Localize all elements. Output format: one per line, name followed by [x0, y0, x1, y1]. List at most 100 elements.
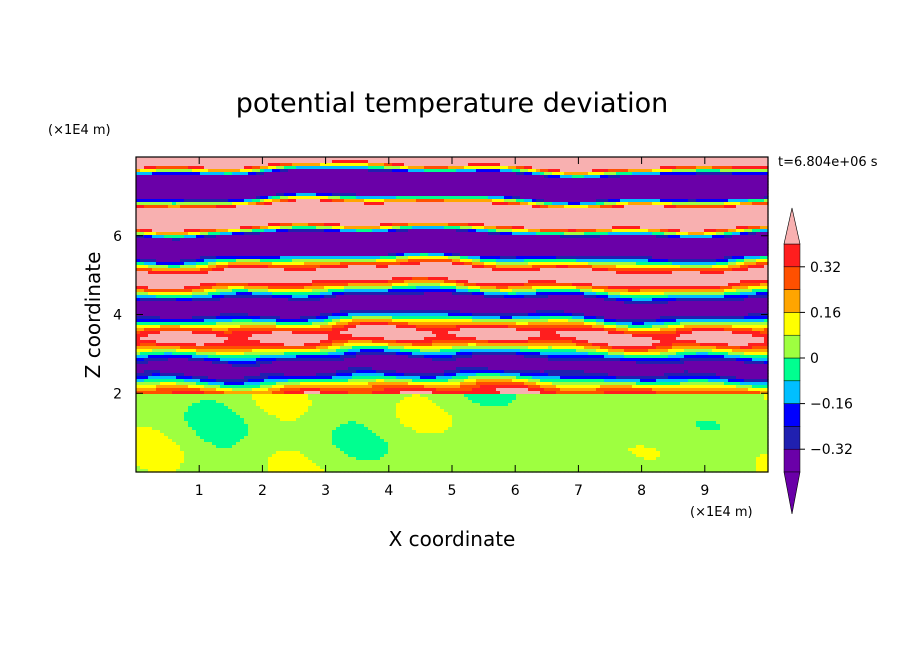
field-cell	[280, 181, 285, 185]
field-cell	[352, 166, 357, 170]
field-cell	[644, 202, 649, 206]
field-cell	[160, 199, 165, 203]
field-cell	[364, 226, 369, 230]
field-cell	[588, 190, 593, 194]
field-cell	[508, 205, 513, 209]
field-cell	[764, 187, 769, 191]
field-cell	[384, 235, 389, 239]
field-cell	[252, 232, 257, 236]
field-cell	[524, 238, 529, 242]
field-cell	[204, 199, 209, 203]
field-cell	[460, 214, 465, 218]
field-cell	[316, 211, 321, 215]
field-cell	[616, 166, 621, 170]
field-cell	[360, 193, 365, 197]
field-cell	[468, 211, 473, 215]
field-cell	[240, 166, 245, 170]
field-cell	[196, 232, 201, 236]
field-cell	[588, 247, 593, 251]
field-cell	[748, 193, 753, 197]
field-cell	[516, 157, 521, 161]
field-cell	[432, 223, 437, 227]
field-cell	[368, 238, 373, 242]
field-cell	[636, 202, 641, 206]
field-cell	[344, 232, 349, 236]
field-cell	[280, 190, 285, 194]
field-cell	[728, 178, 733, 182]
field-cell	[152, 235, 157, 239]
field-cell	[680, 214, 685, 218]
field-cell	[456, 223, 461, 227]
field-cell	[416, 247, 421, 251]
field-cell	[152, 229, 157, 233]
field-cell	[648, 184, 653, 188]
field-cell	[320, 244, 325, 248]
field-cell	[600, 178, 605, 182]
field-cell	[764, 160, 769, 164]
field-cell	[192, 238, 197, 242]
field-cell	[292, 163, 297, 167]
field-cell	[572, 232, 577, 236]
field-cell	[260, 169, 265, 173]
field-cell	[388, 190, 393, 194]
field-cell	[540, 160, 545, 164]
field-cell	[552, 157, 557, 161]
field-cell	[412, 166, 417, 170]
field-cell	[732, 220, 737, 224]
field-cell	[652, 202, 657, 206]
field-cell	[568, 208, 573, 212]
field-cell	[320, 181, 325, 185]
field-cell	[176, 178, 181, 182]
field-cell	[684, 202, 689, 206]
field-cell	[356, 205, 361, 209]
field-cell	[404, 223, 409, 227]
field-cell	[592, 160, 597, 164]
field-cell	[392, 223, 397, 227]
field-cell	[668, 169, 673, 173]
field-cell	[212, 223, 217, 227]
field-cell	[220, 193, 225, 197]
field-cell	[288, 157, 293, 161]
field-cell	[168, 196, 173, 200]
field-cell	[616, 226, 621, 230]
field-cell	[544, 223, 549, 227]
field-cell	[528, 178, 533, 182]
field-cell	[336, 190, 341, 194]
field-cell	[212, 184, 217, 188]
field-cell	[496, 238, 501, 242]
field-cell	[540, 223, 545, 227]
field-cell	[724, 181, 729, 185]
field-cell	[208, 157, 213, 161]
field-cell	[736, 205, 741, 209]
field-cell	[612, 190, 617, 194]
field-cell	[448, 235, 453, 239]
field-cell	[652, 193, 657, 197]
field-cell	[176, 223, 181, 227]
field-cell	[696, 157, 701, 161]
field-cell	[136, 247, 141, 251]
field-cell	[564, 166, 569, 170]
field-cell	[628, 187, 633, 191]
field-cell	[548, 205, 553, 209]
field-cell	[456, 217, 461, 221]
field-cell	[304, 160, 309, 164]
field-cell	[416, 211, 421, 215]
field-cell	[452, 205, 457, 209]
field-cell	[380, 223, 385, 227]
field-cell	[608, 166, 613, 170]
field-cell	[584, 223, 589, 227]
field-cell	[308, 226, 313, 230]
field-cell	[628, 223, 633, 227]
field-cell	[584, 235, 589, 239]
field-cell	[676, 214, 681, 218]
field-cell	[648, 181, 653, 185]
field-cell	[328, 220, 333, 224]
field-cell	[744, 214, 749, 218]
field-cell	[520, 229, 525, 233]
field-cell	[764, 190, 769, 194]
field-cell	[140, 190, 145, 194]
field-cell	[252, 175, 257, 179]
field-cell	[556, 235, 561, 239]
field-cell	[460, 241, 465, 245]
field-cell	[196, 187, 201, 191]
